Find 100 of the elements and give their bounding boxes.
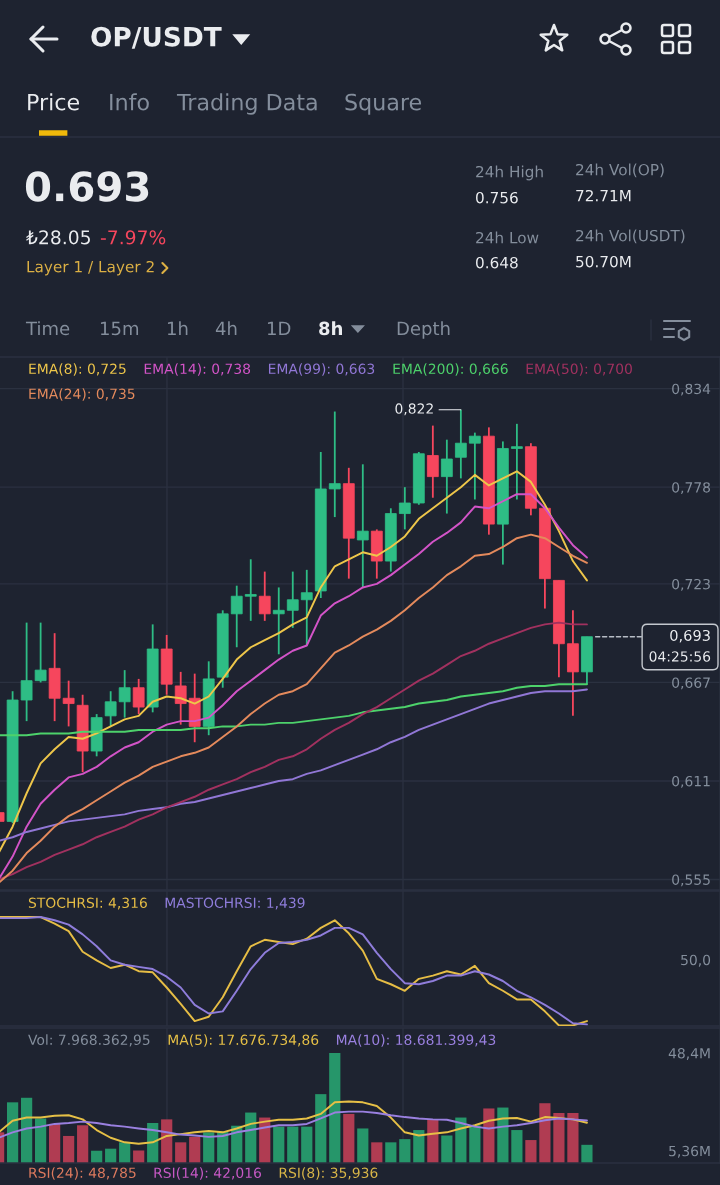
candlestick xyxy=(300,568,313,647)
text: 8h xyxy=(319,321,343,336)
text: Time xyxy=(25,321,70,336)
bar xyxy=(21,1097,33,1163)
text: 1D xyxy=(267,321,291,335)
candlestick xyxy=(174,670,187,726)
bar xyxy=(581,1144,593,1163)
candlestick xyxy=(20,621,33,723)
bar xyxy=(371,1142,383,1163)
text: Depth xyxy=(397,321,450,339)
text: 50.70M xyxy=(576,255,631,268)
candlestick xyxy=(34,621,47,684)
candlestick xyxy=(118,669,131,719)
text: MA(10): 18.681.399,43 xyxy=(336,1034,496,1047)
bar xyxy=(49,1123,61,1163)
bar xyxy=(63,1135,75,1163)
text: 72.71M xyxy=(576,189,631,202)
line-series xyxy=(0,1100,588,1145)
candlestick xyxy=(328,410,341,518)
text: MA(5): 17.676.734,86 xyxy=(168,1034,319,1047)
text: 0.693 xyxy=(25,171,149,202)
bar xyxy=(189,1136,201,1163)
text: MASTOCHRSI: 1,439 xyxy=(165,897,305,910)
line-series xyxy=(0,688,588,842)
bar xyxy=(525,1140,537,1163)
bar xyxy=(273,1126,285,1163)
text: EMA(8): 0,725 xyxy=(29,363,126,376)
candlestick xyxy=(468,431,481,501)
bar xyxy=(357,1128,369,1163)
candlestick xyxy=(272,586,285,656)
candlestick xyxy=(244,558,257,622)
bar xyxy=(175,1142,187,1163)
candlestick xyxy=(356,463,369,589)
text: 0.756 xyxy=(476,191,518,204)
bar xyxy=(119,1142,131,1163)
bar xyxy=(385,1142,397,1163)
text: EMA(14): 0,738 xyxy=(144,363,251,376)
text: Trading Data xyxy=(176,93,317,115)
bar xyxy=(315,1094,327,1163)
y-tick-label: 5,36M xyxy=(669,1145,710,1158)
candlestick xyxy=(230,584,243,649)
bar xyxy=(511,1130,523,1163)
bar xyxy=(469,1125,481,1163)
candlestick xyxy=(104,690,117,728)
bar xyxy=(399,1139,411,1163)
annotation: Vol: 7.968.362,95 xyxy=(28,1034,150,1047)
bar xyxy=(77,1125,89,1163)
bar xyxy=(287,1126,299,1163)
text: -7.97% xyxy=(100,230,166,245)
bar xyxy=(427,1119,439,1163)
text: RSI(8): 35,936 xyxy=(279,1167,378,1180)
text: EMA(24): 0,735 xyxy=(29,388,135,401)
text: 1h xyxy=(167,321,188,335)
bar xyxy=(483,1108,495,1163)
series-label: STOCHRSI: 4,316 xyxy=(28,897,147,910)
y-tick-label: 48,4M xyxy=(668,1047,710,1060)
candlestick xyxy=(62,679,75,728)
text: 24h High xyxy=(476,165,543,181)
bar xyxy=(441,1135,453,1163)
y-tick-label: 0,555 xyxy=(672,874,710,887)
candlestick xyxy=(426,424,439,499)
candlestick xyxy=(454,408,467,480)
text: Layer 1 / Layer 2 xyxy=(27,260,154,276)
text: Info xyxy=(110,93,149,111)
text: 0.648 xyxy=(476,256,518,269)
candlestick xyxy=(286,570,299,629)
bar xyxy=(133,1150,145,1163)
line-series xyxy=(0,683,588,737)
text: 0,693 xyxy=(670,629,710,643)
text: RSI(14): 42,016 xyxy=(154,1167,262,1180)
text: 24h Vol(USDT) xyxy=(576,229,685,244)
text: Price xyxy=(28,93,80,111)
bar xyxy=(567,1113,579,1163)
candlestick xyxy=(440,438,453,515)
y-tick-label: 0,611 xyxy=(672,775,710,788)
candlestick xyxy=(398,486,411,531)
y-tick-label: 0,723 xyxy=(672,578,710,591)
line-series xyxy=(0,621,588,881)
candlestick xyxy=(132,678,145,715)
text: 24h Vol(OP) xyxy=(576,163,664,178)
text: EMA(50): 0,700 xyxy=(526,363,632,376)
text: 24h Low xyxy=(476,231,539,244)
bar xyxy=(343,1113,355,1163)
candlestick xyxy=(258,570,271,622)
text: EMA(99): 0,663 xyxy=(268,363,375,376)
line-series xyxy=(0,1110,588,1139)
text: EMA(200): 0,666 xyxy=(393,363,508,376)
bar xyxy=(203,1132,215,1163)
chart-title: OP/USDT xyxy=(91,26,222,49)
bar xyxy=(35,1118,47,1163)
text: 50,0 xyxy=(681,954,711,967)
annotation: 0,822 xyxy=(395,403,433,416)
text: 4h xyxy=(215,321,237,335)
text: 15m xyxy=(100,321,139,336)
bar xyxy=(539,1103,551,1163)
candlestick xyxy=(511,422,523,501)
bar xyxy=(301,1126,313,1163)
y-tick-label: 0,834 xyxy=(672,383,711,396)
y-tick-label: 0,667 xyxy=(672,677,710,690)
bar xyxy=(553,1113,565,1163)
